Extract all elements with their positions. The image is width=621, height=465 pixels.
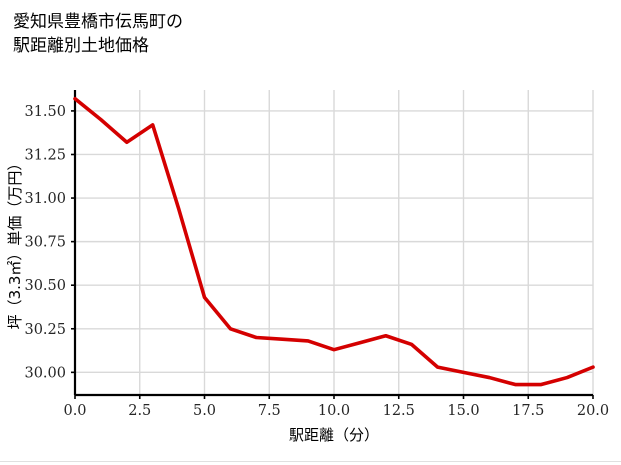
y-tick-label: 31.00 xyxy=(24,191,66,207)
x-tick-label: 5.0 xyxy=(193,403,216,419)
x-tick-label: 7.5 xyxy=(258,403,281,419)
x-tick-labels-group: 0.0 2.5 5.0 7.5 10.0 12.5 15.0 17.5 20.0 xyxy=(63,403,609,419)
x-tick-label: 12.5 xyxy=(383,403,415,419)
y-tick-label: 31.50 xyxy=(24,104,66,120)
y-axis-label: 坪（3.3㎡）単価（万円） xyxy=(6,156,24,330)
data-series-line xyxy=(73,96,595,387)
y-tick-labels-group: 30.00 30.25 30.50 30.75 31.00 31.25 31.50 xyxy=(24,104,66,381)
y-tick-label: 30.25 xyxy=(24,322,66,338)
x-tick-label: 20.0 xyxy=(577,403,609,419)
x-tick-label: 0.0 xyxy=(63,403,86,419)
y-tick-label: 30.00 xyxy=(24,365,66,381)
x-tick-label: 10.0 xyxy=(318,403,350,419)
chart-title: 愛知県豊橋市伝馬町の 駅距離別土地価格 xyxy=(13,12,183,56)
y-tick-label: 30.75 xyxy=(24,235,66,251)
x-tick-label: 17.5 xyxy=(512,403,544,419)
y-tick-label: 30.50 xyxy=(24,278,66,294)
x-tick-label: 2.5 xyxy=(128,403,151,419)
figure-bottom-rule xyxy=(0,461,621,462)
y-tick-label: 31.25 xyxy=(24,147,66,163)
x-axis-label: 駅距離（分） xyxy=(289,426,379,444)
x-tick-label: 15.0 xyxy=(447,403,479,419)
